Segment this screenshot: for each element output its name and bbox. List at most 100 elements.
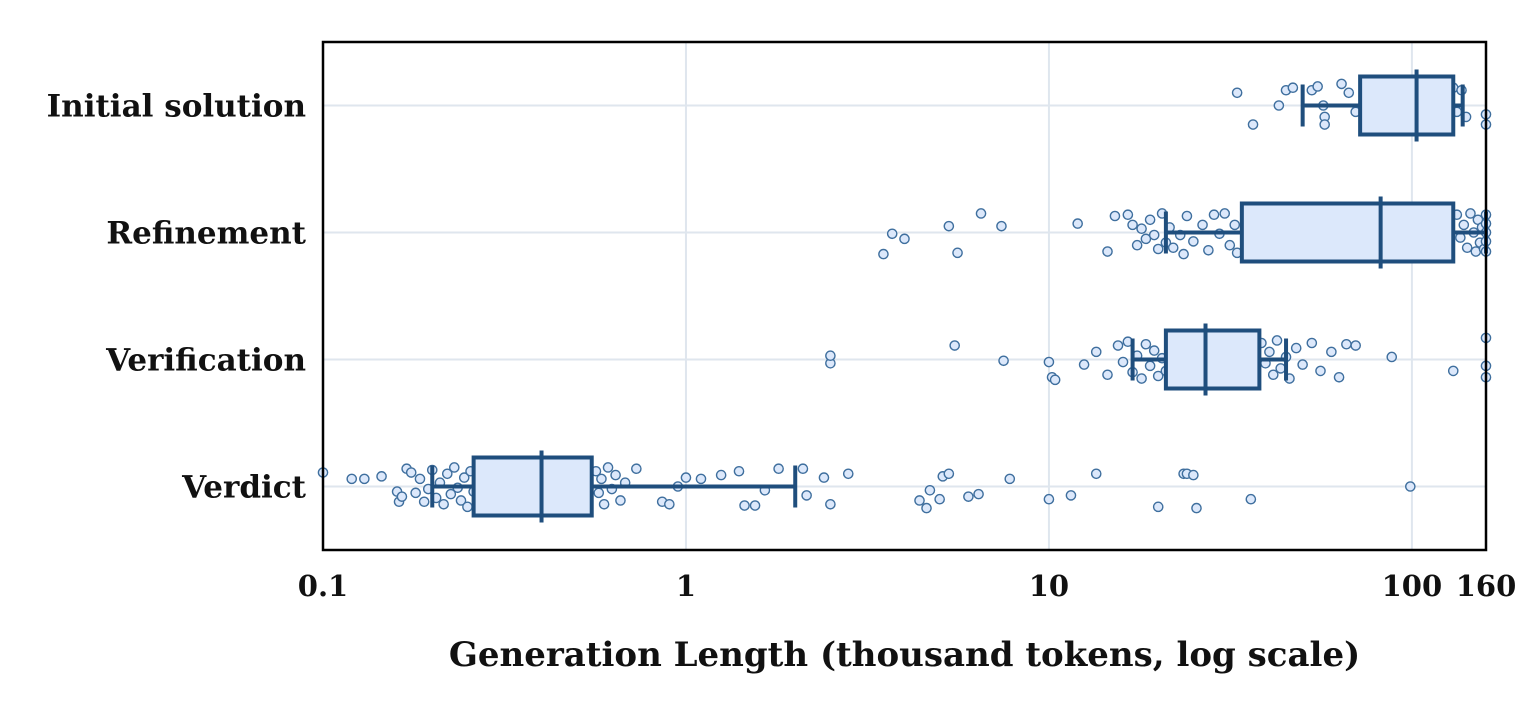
- data-point: [733, 465, 745, 477]
- data-point: [996, 220, 1007, 232]
- data-point: [1136, 223, 1147, 234]
- data-point: [825, 498, 836, 510]
- data-point: [418, 496, 430, 508]
- data-point: [1315, 365, 1326, 377]
- data-point: [438, 498, 449, 510]
- data-point: [1197, 219, 1208, 231]
- iqr-box: [1163, 328, 1262, 391]
- data-point: [1219, 208, 1231, 219]
- data-point: [963, 491, 974, 502]
- data-point: [1191, 502, 1202, 514]
- data-point: [825, 350, 836, 361]
- data-point: [1275, 363, 1286, 374]
- data-point: [1049, 374, 1061, 386]
- data-point: [445, 488, 457, 500]
- data-point: [1109, 210, 1121, 222]
- jitter-points: [317, 78, 1492, 514]
- data-point: [1264, 346, 1275, 358]
- data-point: [1333, 371, 1345, 383]
- box-plots: [430, 69, 1488, 523]
- data-point: [455, 495, 467, 506]
- data-point: [631, 463, 642, 475]
- data-point: [1072, 218, 1083, 229]
- data-point: [1458, 219, 1470, 231]
- data-point: [1152, 501, 1164, 513]
- data-point: [1065, 490, 1077, 501]
- data-point: [1043, 493, 1055, 505]
- data-point: [1188, 236, 1199, 247]
- data-point: [1290, 342, 1302, 354]
- data-point: [1152, 370, 1164, 382]
- x-tick-label: 100: [1382, 569, 1443, 603]
- data-point: [695, 473, 707, 485]
- data-point: [1461, 242, 1473, 254]
- data-point: [943, 468, 955, 480]
- data-point: [405, 467, 417, 478]
- data-point: [949, 340, 960, 351]
- data-point: [818, 472, 830, 483]
- data-point: [1140, 338, 1152, 350]
- x-tick-labels: 0.1 1 10 100 160: [298, 569, 1517, 603]
- x-tick-label: 1: [676, 569, 696, 603]
- data-point: [1405, 481, 1416, 492]
- data-point: [1188, 469, 1199, 481]
- plot-frame: [321, 40, 1488, 552]
- data-point: [899, 233, 910, 245]
- x-tick-label: 0.1: [298, 569, 348, 603]
- data-point: [346, 473, 358, 485]
- data-point: [739, 500, 750, 511]
- data-point: [396, 491, 408, 502]
- data-point: [1343, 87, 1355, 99]
- data-point: [1078, 359, 1090, 370]
- data-point: [410, 487, 421, 499]
- data-point: [943, 220, 955, 232]
- iqr-box: [471, 455, 594, 518]
- data-point: [1004, 473, 1016, 485]
- data-point: [1271, 335, 1283, 346]
- data-point: [602, 462, 614, 473]
- data-point: [610, 469, 621, 481]
- data-point: [376, 471, 387, 482]
- data-point: [1203, 244, 1214, 256]
- data-point: [1102, 246, 1113, 257]
- data-point: [596, 473, 607, 485]
- data-point: [1117, 356, 1129, 368]
- data-point: [598, 498, 610, 510]
- data-point: [842, 468, 854, 480]
- data-point: [1208, 209, 1220, 221]
- data-point: [715, 469, 727, 481]
- data-point: [914, 495, 925, 506]
- data-point: [952, 247, 963, 259]
- x-tick-label: 10: [1029, 569, 1069, 603]
- data-point: [1148, 229, 1160, 241]
- data-point: [1148, 345, 1160, 356]
- data-point: [615, 495, 626, 506]
- box-plot: [430, 450, 798, 523]
- data-point: [1167, 242, 1179, 254]
- data-point: [1247, 119, 1259, 130]
- data-point: [664, 498, 675, 510]
- box-plot: [1130, 323, 1289, 396]
- data-point: [998, 355, 1009, 367]
- category-label: Verification: [105, 343, 306, 379]
- iqr-box: [1239, 201, 1456, 264]
- data-point: [1273, 100, 1285, 111]
- data-point: [801, 490, 812, 501]
- data-point: [878, 248, 889, 260]
- data-point: [1447, 365, 1459, 377]
- data-point: [1140, 233, 1152, 245]
- data-point: [886, 228, 898, 240]
- data-point: [1306, 337, 1318, 349]
- data-point: [1341, 338, 1352, 350]
- data-point: [924, 485, 936, 496]
- data-point: [921, 502, 932, 514]
- data-point: [749, 500, 761, 511]
- data-point: [1144, 360, 1156, 372]
- box-plot: [1163, 196, 1488, 269]
- data-point: [975, 208, 987, 219]
- data-point: [1312, 81, 1323, 92]
- data-point: [1090, 468, 1102, 480]
- data-point: [1112, 340, 1124, 351]
- data-point: [1326, 346, 1337, 358]
